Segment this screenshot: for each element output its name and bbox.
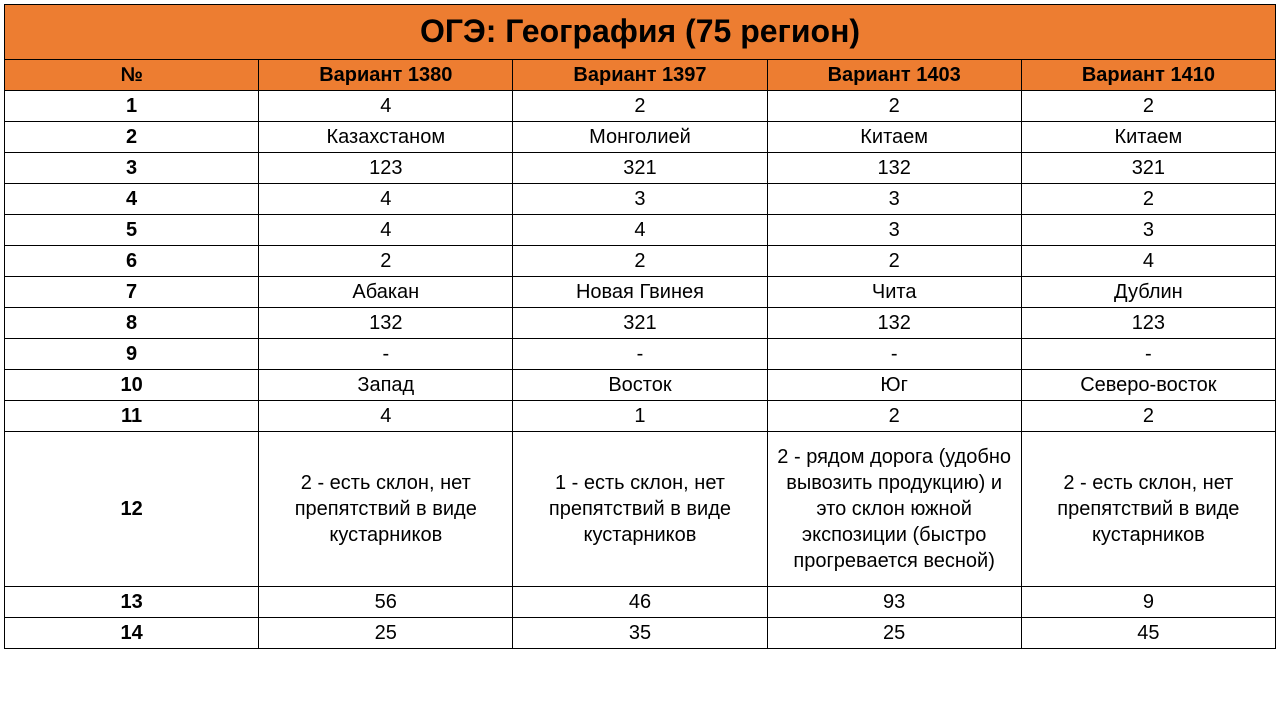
cell: 2 [1021,183,1275,214]
header-row: № Вариант 1380 Вариант 1397 Вариант 1403… [5,59,1276,90]
cell: Юг [767,369,1021,400]
table-title: ОГЭ: География (75 регион) [5,5,1276,60]
title-row: ОГЭ: География (75 регион) [5,5,1276,60]
cell: Северо-восток [1021,369,1275,400]
cell: 46 [513,586,767,617]
header-variant-2: Вариант 1397 [513,59,767,90]
row-number: 3 [5,152,259,183]
cell: - [1021,338,1275,369]
header-variant-3: Вариант 1403 [767,59,1021,90]
row-number: 5 [5,214,259,245]
row-number: 11 [5,400,259,431]
cell: - [259,338,513,369]
cell: Дублин [1021,276,1275,307]
table-row: 3123321132321 [5,152,1276,183]
answer-table: ОГЭ: География (75 регион) № Вариант 138… [4,4,1276,649]
table-row: 9---- [5,338,1276,369]
cell: 321 [513,152,767,183]
cell: 1 - есть склон, нет препятствий в виде к… [513,431,767,586]
cell: 9 [1021,586,1275,617]
table-row: 62224 [5,245,1276,276]
header-variant-4: Вариант 1410 [1021,59,1275,90]
table-row: 2КазахстаномМонголиейКитаемКитаем [5,121,1276,152]
cell: 132 [767,152,1021,183]
cell: 4 [259,90,513,121]
row-number: 6 [5,245,259,276]
cell: Запад [259,369,513,400]
cell: 2 [767,245,1021,276]
cell: 3 [767,183,1021,214]
cell: Китаем [1021,121,1275,152]
cell: Монголией [513,121,767,152]
cell: 3 [767,214,1021,245]
cell: Китаем [767,121,1021,152]
cell: 25 [767,617,1021,648]
cell: 4 [513,214,767,245]
header-variant-1: Вариант 1380 [259,59,513,90]
cell: Абакан [259,276,513,307]
cell: 132 [259,307,513,338]
row-number: 14 [5,617,259,648]
cell: Казахстаном [259,121,513,152]
cell: Новая Гвинея [513,276,767,307]
cell: 2 [513,245,767,276]
cell: 132 [767,307,1021,338]
cell: 93 [767,586,1021,617]
table-row: 122 - есть склон, нет препятствий в виде… [5,431,1276,586]
cell: 2 - рядом дорога (удобно вывозить продук… [767,431,1021,586]
cell: 2 - есть склон, нет препятствий в виде к… [259,431,513,586]
cell: 321 [513,307,767,338]
cell: 2 [1021,400,1275,431]
cell: 2 [1021,90,1275,121]
cell: Восток [513,369,767,400]
table-row: 10ЗападВостокЮгСеверо-восток [5,369,1276,400]
row-number: 1 [5,90,259,121]
cell: 1 [513,400,767,431]
cell: 2 - есть склон, нет препятствий в виде к… [1021,431,1275,586]
cell: 35 [513,617,767,648]
row-number: 4 [5,183,259,214]
cell: 4 [1021,245,1275,276]
row-number: 9 [5,338,259,369]
cell: 45 [1021,617,1275,648]
cell: 4 [259,214,513,245]
table-row: 54433 [5,214,1276,245]
row-number: 2 [5,121,259,152]
row-number: 13 [5,586,259,617]
row-number: 10 [5,369,259,400]
cell: 3 [1021,214,1275,245]
header-num: № [5,59,259,90]
table-row: 7АбаканНовая ГвинеяЧитаДублин [5,276,1276,307]
cell: 2 [259,245,513,276]
row-number: 7 [5,276,259,307]
cell: 123 [259,152,513,183]
cell: Чита [767,276,1021,307]
table-row: 8132321132123 [5,307,1276,338]
cell: 2 [513,90,767,121]
cell: 56 [259,586,513,617]
cell: - [767,338,1021,369]
cell: 2 [767,400,1021,431]
table-row: 114122 [5,400,1276,431]
row-number: 8 [5,307,259,338]
table-row: 44332 [5,183,1276,214]
row-number: 12 [5,431,259,586]
table-row: 135646939 [5,586,1276,617]
cell: 2 [767,90,1021,121]
cell: - [513,338,767,369]
cell: 4 [259,400,513,431]
cell: 321 [1021,152,1275,183]
cell: 25 [259,617,513,648]
table-row: 1425352545 [5,617,1276,648]
cell: 3 [513,183,767,214]
cell: 4 [259,183,513,214]
table-row: 14222 [5,90,1276,121]
cell: 123 [1021,307,1275,338]
